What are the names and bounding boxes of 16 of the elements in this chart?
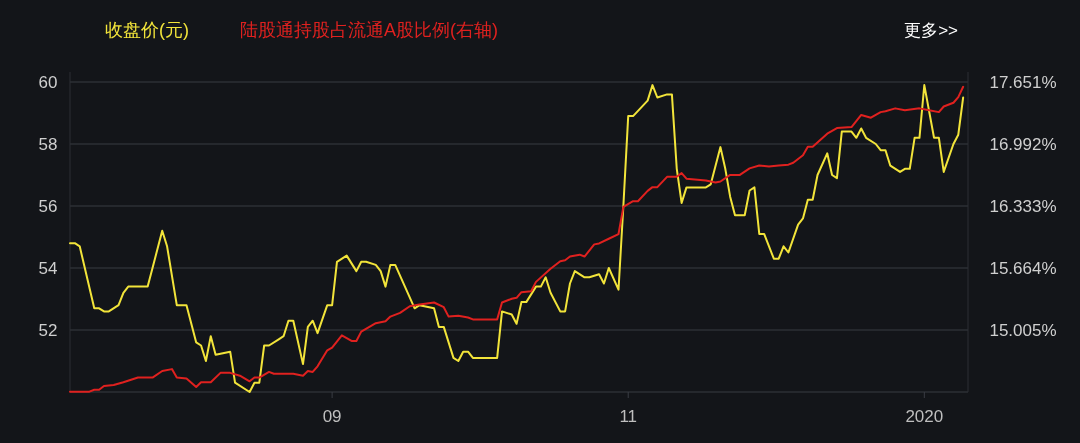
y2-tick-label: 16.992%: [989, 134, 1057, 154]
text: 陆股通持股占流通A股比例(右轴): [240, 20, 498, 40]
x-tick-label: 2020: [905, 407, 944, 426]
x-tick-label: 09: [322, 407, 342, 426]
text: 更多>>: [904, 21, 959, 40]
y-tick-label: 56: [38, 197, 58, 216]
y2-tick-label: 17.651%: [989, 73, 1057, 92]
y2-tick-label: 15.664%: [989, 259, 1057, 279]
y-tick-label: 52: [38, 321, 58, 340]
y-tick-label: 54: [38, 259, 58, 278]
x-tick-label: 11: [619, 407, 638, 426]
y-tick-label: 58: [38, 135, 58, 154]
y2-tick-label: 15.005%: [989, 321, 1057, 341]
y-tick-label: 60: [38, 73, 58, 92]
text: 收盘价(元): [105, 20, 189, 40]
y2-tick-label: 16.333%: [989, 196, 1057, 216]
